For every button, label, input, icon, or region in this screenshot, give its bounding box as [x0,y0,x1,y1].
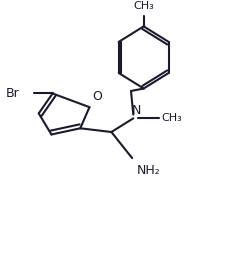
Text: Br: Br [5,87,19,100]
Text: NH₂: NH₂ [136,164,160,177]
Text: CH₃: CH₃ [160,113,181,123]
Text: N: N [132,104,141,117]
Text: O: O [91,90,101,103]
Text: CH₃: CH₃ [133,2,153,12]
